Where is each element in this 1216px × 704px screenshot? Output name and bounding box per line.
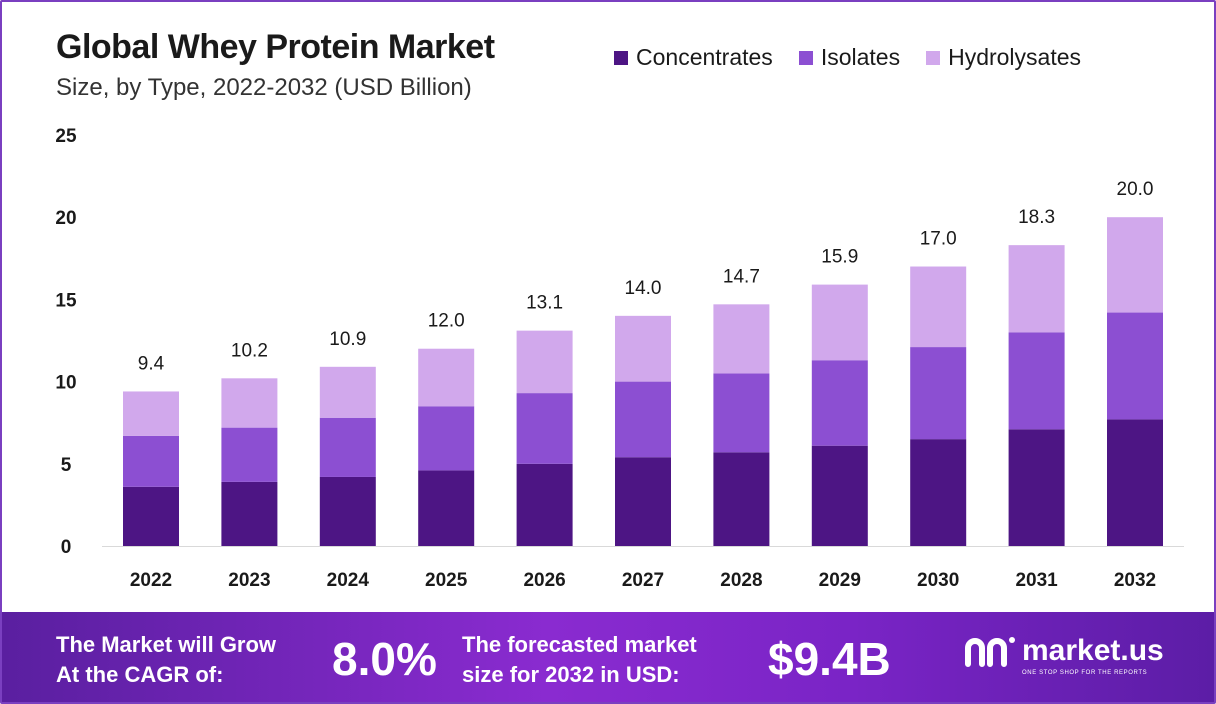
bar-total-label: 10.9 — [329, 329, 366, 350]
x-tick-label: 2023 — [228, 570, 270, 591]
bar-total-label: 10.2 — [231, 340, 268, 361]
bar-total-label: 14.0 — [625, 278, 662, 299]
bar-segment-concentrates — [910, 439, 967, 546]
x-tick-label: 2026 — [523, 570, 565, 591]
legend-label-isolates: Isolates — [820, 44, 901, 70]
y-tick-label: 5 — [61, 455, 72, 476]
bar-segment-hydrolysates — [418, 348, 475, 407]
x-tick-label: 2028 — [720, 570, 762, 591]
legend-label-hydrolysates: Hydrolysates — [948, 44, 1082, 70]
bar-segment-hydrolysates — [1008, 245, 1065, 333]
x-tick-label: 2024 — [327, 570, 370, 591]
y-tick-label: 10 — [55, 373, 76, 394]
bar-segment-concentrates — [418, 470, 475, 546]
bar-total-label: 12.0 — [428, 311, 465, 332]
bar-segment-hydrolysates — [123, 391, 179, 436]
bar-segment-isolates — [713, 373, 770, 453]
x-tick-label: 2029 — [819, 570, 861, 591]
bar-total-label: 18.3 — [1018, 207, 1055, 228]
stacked-bar-chart: 05101520259.4202210.2202310.9202412.0202… — [55, 126, 1184, 591]
forecast-value: $9.4B — [768, 633, 891, 685]
cagr-label: The Market will Grow At the CAGR of: — [56, 630, 276, 690]
bar-segment-hydrolysates — [910, 266, 967, 348]
footer-banner: The Market will Grow At the CAGR of: 8.0… — [2, 612, 1214, 702]
bar-total-label: 15.9 — [821, 247, 858, 268]
cagr-label-line-2: At the CAGR of: — [56, 662, 224, 687]
bar-segment-isolates — [319, 417, 376, 477]
bar-segment-isolates — [615, 381, 671, 458]
cagr-label-line-1: The Market will Grow — [56, 632, 277, 657]
chart-title: Global Whey Protein Market — [56, 28, 495, 66]
x-tick-label: 2031 — [1015, 570, 1058, 591]
bar-segment-concentrates — [713, 452, 770, 546]
y-tick-label: 15 — [55, 290, 77, 311]
bar-total-label: 13.1 — [526, 293, 563, 314]
y-tick-label: 25 — [55, 126, 77, 147]
bar-segment-isolates — [910, 347, 967, 440]
legend: Concentrates Isolates Hydrolysates — [614, 44, 1107, 71]
forecast-label: The forecasted market size for 2032 in U… — [462, 630, 697, 690]
bar-segment-isolates — [221, 427, 278, 482]
legend-label-concentrates: Concentrates — [636, 44, 773, 70]
bar-segment-isolates — [1008, 332, 1065, 430]
x-tick-label: 2022 — [130, 570, 172, 591]
legend-swatch-isolates — [798, 50, 813, 65]
brand-tagline: ONE STOP SHOP FOR THE REPORTS — [1022, 670, 1148, 676]
bar-segment-hydrolysates — [1107, 217, 1163, 313]
bar-total-label: 20.0 — [1117, 179, 1154, 200]
bar-segment-hydrolysates — [615, 315, 671, 382]
y-tick-label: 20 — [55, 208, 76, 229]
legend-item-isolates: Isolates — [798, 44, 901, 71]
bar-segment-concentrates — [319, 476, 376, 546]
x-tick-label: 2030 — [917, 570, 959, 591]
chart-subtitle: Size, by Type, 2022-2032 (USD Billion) — [56, 74, 472, 101]
legend-item-concentrates: Concentrates — [614, 44, 773, 71]
bar-total-label: 14.7 — [723, 266, 760, 287]
bar-segment-hydrolysates — [221, 378, 278, 428]
forecast-label-line-1: The forecasted market — [462, 632, 697, 657]
bar-segment-hydrolysates — [319, 366, 376, 418]
forecast-label-line-2: size for 2032 in USD: — [462, 662, 680, 687]
brand: market.us — [964, 634, 1164, 668]
x-tick-label: 2027 — [622, 570, 664, 591]
x-tick-label: 2025 — [425, 570, 468, 591]
cagr-value: 8.0% — [332, 633, 437, 685]
market-us-logo-icon — [965, 637, 1015, 667]
legend-swatch-hydrolysates — [926, 50, 941, 65]
bar-segment-concentrates — [1008, 429, 1065, 546]
legend-swatch-concentrates — [614, 50, 628, 65]
bar-segment-isolates — [811, 360, 868, 446]
bar-segment-hydrolysates — [811, 284, 868, 361]
bar-segment-concentrates — [221, 481, 278, 546]
bar-segment-concentrates — [811, 445, 868, 546]
bar-segment-concentrates — [123, 486, 179, 546]
bar-segment-concentrates — [516, 463, 573, 546]
brand-name: market.us — [1022, 634, 1164, 667]
bar-segment-isolates — [123, 435, 179, 487]
y-tick-label: 0 — [61, 537, 72, 558]
bar-segment-hydrolysates — [713, 304, 770, 374]
bar-segment-concentrates — [1107, 419, 1163, 546]
bar-segment-hydrolysates — [516, 330, 573, 394]
bar-total-label: 9.4 — [138, 353, 165, 374]
bar-segment-concentrates — [615, 457, 671, 546]
x-tick-label: 2032 — [1114, 570, 1156, 591]
bar-total-label: 17.0 — [920, 229, 957, 250]
legend-item-hydrolysates: Hydrolysates — [926, 44, 1081, 71]
bar-segment-isolates — [1107, 312, 1163, 420]
bar-segment-isolates — [516, 393, 573, 464]
bar-segment-isolates — [418, 406, 475, 471]
